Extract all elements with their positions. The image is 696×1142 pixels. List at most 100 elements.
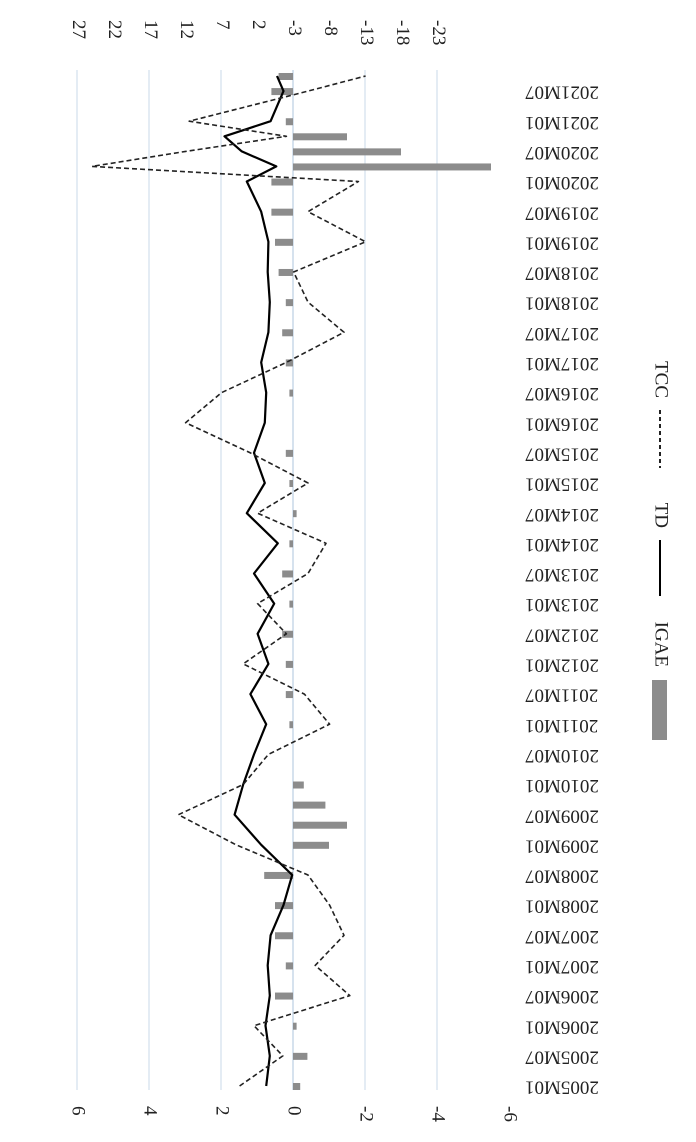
igae-bar xyxy=(289,721,293,729)
left-tick-label: -4 xyxy=(428,1106,449,1122)
x-tick-label: 2014M01 xyxy=(525,534,599,555)
x-tick-label: 2017M01 xyxy=(525,353,599,374)
x-tick-label: 2009M01 xyxy=(525,835,599,856)
right-tick-label: -8 xyxy=(320,20,341,36)
igae-bar xyxy=(264,871,293,879)
right-tick-label: 22 xyxy=(104,20,125,39)
x-tick-label: 2020M01 xyxy=(525,172,599,193)
x-tick-label: 2008M01 xyxy=(525,896,599,917)
x-tick-label: 2013M01 xyxy=(525,594,599,615)
igae-bar xyxy=(271,178,293,186)
igae-bar xyxy=(271,208,293,216)
right-tick-label: 2 xyxy=(248,20,269,30)
igae-bar xyxy=(282,329,293,337)
x-tick-label: 2020M07 xyxy=(525,142,599,163)
x-tick-label: 2015M07 xyxy=(525,444,599,465)
x-tick-label: 2021M01 xyxy=(525,112,599,133)
igae-bar xyxy=(293,148,401,156)
x-tick-label: 2016M01 xyxy=(525,413,599,434)
igae-bars xyxy=(264,73,491,1090)
right-tick-label: 12 xyxy=(176,20,197,39)
x-tick-label: 2009M07 xyxy=(525,805,599,826)
x-tick-label: 2017M07 xyxy=(525,323,599,344)
igae-bar xyxy=(293,510,297,518)
x-tick-label: 2006M07 xyxy=(525,986,599,1007)
igae-bar xyxy=(285,118,293,126)
igae-bar xyxy=(285,449,293,457)
right-tick-label: 7 xyxy=(212,20,233,30)
x-tick-label: 2012M07 xyxy=(525,624,599,645)
igae-bar xyxy=(285,962,293,970)
igae-bar xyxy=(282,570,293,578)
igae-bar xyxy=(275,238,293,246)
x-tick-label: 2007M07 xyxy=(525,926,599,947)
igae-bar xyxy=(275,932,293,940)
left-axis-ticks: -6 -4 -2 0 2 4 6 xyxy=(68,1106,521,1122)
legend-label-td: TD xyxy=(651,503,672,528)
legend-label-igae: IGAE xyxy=(651,622,672,667)
x-tick-label: 2018M01 xyxy=(525,293,599,314)
right-tick-label: -13 xyxy=(356,20,377,45)
legend-label-tcc: TCC xyxy=(651,361,672,398)
x-tick-label: 2010M01 xyxy=(525,775,599,796)
igae-bar xyxy=(293,821,347,829)
x-tick-label: 2006M01 xyxy=(525,1016,599,1037)
x-tick-label: 2008M07 xyxy=(525,866,599,887)
right-tick-label: 27 xyxy=(68,20,89,39)
gridlines xyxy=(76,70,438,1090)
right-tick-label: -23 xyxy=(428,20,449,45)
igae-bar xyxy=(293,1022,297,1030)
legend: IGAE TD TCC xyxy=(651,361,672,740)
x-tick-label: 2021M07 xyxy=(525,82,599,103)
igae-bar xyxy=(289,389,293,397)
x-tick-label: 2013M07 xyxy=(525,564,599,585)
right-tick-label: 17 xyxy=(140,20,161,39)
left-tick-label: -6 xyxy=(500,1106,521,1122)
igae-bar xyxy=(293,133,347,141)
igae-bar xyxy=(282,630,293,638)
x-tick-label: 2018M07 xyxy=(525,263,599,284)
left-tick-label: 0 xyxy=(284,1106,305,1116)
x-tick-label: 2014M07 xyxy=(525,504,599,525)
x-axis-ticks: 2005M01 2005M07 2006M01 2006M07 2007M01 2007M… xyxy=(525,82,599,1098)
igae-bar xyxy=(278,73,293,80)
x-tick-label: 2005M01 xyxy=(525,1077,599,1098)
left-tick-label: 4 xyxy=(140,1106,161,1116)
x-tick-label: 2005M07 xyxy=(525,1047,599,1068)
igae-bar xyxy=(289,540,293,548)
left-tick-label: -2 xyxy=(356,1106,377,1122)
igae-bar xyxy=(293,163,491,171)
right-tick-label: -3 xyxy=(284,20,305,36)
igae-bar xyxy=(289,600,293,608)
x-tick-label: 2016M07 xyxy=(525,383,599,404)
igae-bar xyxy=(293,841,329,849)
igae-bar xyxy=(289,480,293,488)
x-tick-label: 2015M01 xyxy=(525,474,599,495)
igae-bar xyxy=(293,1083,301,1090)
igae-bar xyxy=(293,1052,308,1060)
series-line-td xyxy=(223,75,294,1087)
legend-swatch-igae xyxy=(652,680,667,740)
igae-bar xyxy=(275,992,293,1000)
series-line-tcc xyxy=(91,75,367,1087)
igae-bar xyxy=(293,781,304,789)
right-tick-label: -18 xyxy=(392,20,413,45)
igae-bar xyxy=(285,691,293,699)
series-lines xyxy=(91,75,367,1087)
x-tick-label: 2019M01 xyxy=(525,232,599,253)
left-tick-label: 2 xyxy=(212,1106,233,1116)
x-tick-label: 2007M01 xyxy=(525,956,599,977)
igae-bar xyxy=(285,299,293,307)
x-tick-label: 2011M01 xyxy=(525,715,598,736)
x-tick-label: 2010M07 xyxy=(525,745,599,766)
x-tick-label: 2012M01 xyxy=(525,655,599,676)
x-tick-label: 2011M07 xyxy=(525,685,598,706)
x-tick-label: 2019M07 xyxy=(525,202,599,223)
left-tick-label: 6 xyxy=(68,1106,89,1116)
igae-bar xyxy=(293,801,326,809)
igae-bar xyxy=(285,359,293,367)
igae-bar xyxy=(285,660,293,668)
igae-bar xyxy=(278,268,293,276)
